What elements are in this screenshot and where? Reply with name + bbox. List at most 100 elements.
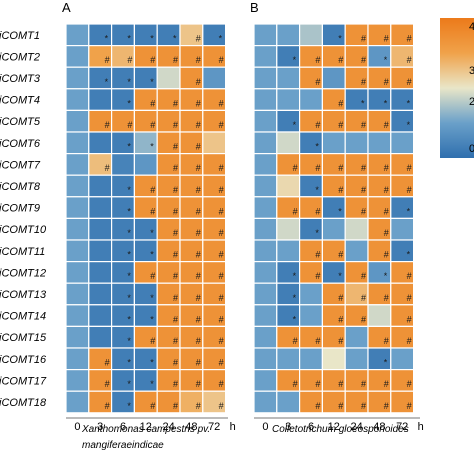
x-tick-label: 0 (74, 421, 80, 433)
significance-mark: * (407, 250, 411, 260)
significance-mark: * (150, 379, 154, 389)
caption-a: Xanthomonas campestris pv. mangiferaeindi… (81, 424, 210, 450)
heatmap-cell (276, 390, 301, 414)
significance-mark: # (196, 98, 201, 108)
significance-mark: # (384, 228, 389, 238)
significance-mark: * (384, 98, 388, 108)
row-label: iCOMT2 (0, 51, 40, 63)
significance-mark: * (293, 55, 297, 65)
significance-mark: # (315, 401, 320, 411)
significance-mark: # (173, 314, 178, 324)
significance-mark: # (293, 163, 298, 173)
x-tick-label: 48 (373, 421, 385, 433)
heatmap-cell (367, 347, 392, 371)
significance-mark: * (150, 293, 154, 303)
heatmap-cell (390, 347, 415, 371)
heatmap-cell (276, 23, 301, 47)
significance-mark: # (293, 206, 298, 216)
row-label: iCOMT4 (0, 95, 40, 107)
significance-mark: # (384, 336, 389, 346)
heatmap-cell (110, 217, 135, 241)
heatmap-cell (276, 239, 301, 263)
significance-mark: * (127, 250, 131, 260)
heatmap-cell (253, 325, 278, 349)
caption-b: Colletotrichum gloeosporioides (272, 424, 409, 435)
heatmap-cell (390, 131, 415, 155)
significance-mark: # (361, 271, 366, 281)
significance-mark: # (384, 185, 389, 195)
significance-mark: # (127, 55, 132, 65)
heatmap-cell (390, 239, 415, 263)
significance-mark: # (361, 206, 366, 216)
significance-mark: # (196, 185, 201, 195)
significance-mark: # (384, 163, 389, 173)
significance-mark: * (127, 314, 131, 324)
significance-mark: * (127, 228, 131, 238)
significance-mark: # (315, 336, 320, 346)
heatmap-cell (299, 88, 324, 112)
row-label: iCOMT15 (0, 332, 47, 344)
row-label: iCOMT11 (0, 246, 45, 258)
significance-mark: * (127, 77, 131, 87)
significance-mark: # (407, 271, 412, 281)
significance-mark: * (105, 34, 109, 44)
row-label: iCOMT16 (0, 354, 47, 366)
significance-mark: # (219, 379, 224, 389)
significance-mark: # (384, 34, 389, 44)
significance-mark: # (196, 314, 201, 324)
significance-mark: # (315, 250, 320, 260)
panel-a-label: A (62, 0, 71, 15)
significance-mark: # (196, 120, 201, 130)
heatmap-cell (202, 23, 227, 47)
significance-mark: * (338, 206, 342, 216)
significance-mark: * (127, 142, 131, 152)
significance-mark: # (150, 206, 155, 216)
significance-mark: # (338, 98, 343, 108)
heatmap-cell (133, 282, 158, 306)
significance-mark: * (150, 34, 154, 44)
significance-mark: # (361, 401, 366, 411)
heatmap-cell (133, 153, 158, 176)
significance-mark: # (173, 358, 178, 368)
heatmap-panel-a: * * * * # * # # # # # # * * * # * # # # # # # # # # # * * # # # # # # * # # # #… (65, 23, 227, 414)
x-tick-label: 72 (396, 421, 408, 433)
significance-mark: # (105, 120, 110, 130)
significance-mark: # (219, 401, 224, 411)
heatmap-cell (65, 66, 90, 90)
significance-mark: # (173, 271, 178, 281)
significance-mark: # (196, 228, 201, 238)
significance-mark: # (407, 55, 412, 65)
heatmap-cell (88, 131, 113, 155)
x-tick-label: 12 (328, 421, 340, 433)
significance-mark: * (127, 271, 131, 281)
panel-b-label: B (250, 0, 259, 15)
significance-mark: # (219, 55, 224, 65)
heatmap-cell (344, 131, 369, 155)
colorbar-bar (440, 18, 474, 158)
heatmap-cell (276, 347, 301, 371)
significance-mark: # (105, 55, 110, 65)
significance-mark: # (338, 250, 343, 260)
heatmap-cell (110, 239, 135, 263)
heatmap-cell (202, 131, 227, 155)
heatmap-cell (253, 390, 278, 414)
significance-mark: # (407, 185, 412, 195)
significance-mark: # (219, 314, 224, 324)
heatmap-cell (276, 131, 301, 155)
significance-mark: # (196, 163, 201, 173)
significance-mark: # (315, 120, 320, 130)
heatmap-cell (202, 390, 227, 414)
significance-mark: * (293, 271, 297, 281)
significance-mark: # (196, 55, 201, 65)
heatmap-cell (276, 174, 301, 198)
x-tick-label: 6 (308, 421, 314, 433)
row-label: iCOMT3 (0, 73, 41, 85)
heatmap-cell (65, 109, 90, 133)
significance-mark: * (384, 358, 388, 368)
heatmap-cell (321, 196, 346, 220)
significance-mark: # (173, 293, 178, 303)
heatmap-cell (65, 369, 90, 392)
heatmap-cell (65, 390, 90, 414)
significance-mark: # (361, 77, 366, 87)
heatmap-cell (133, 217, 158, 241)
